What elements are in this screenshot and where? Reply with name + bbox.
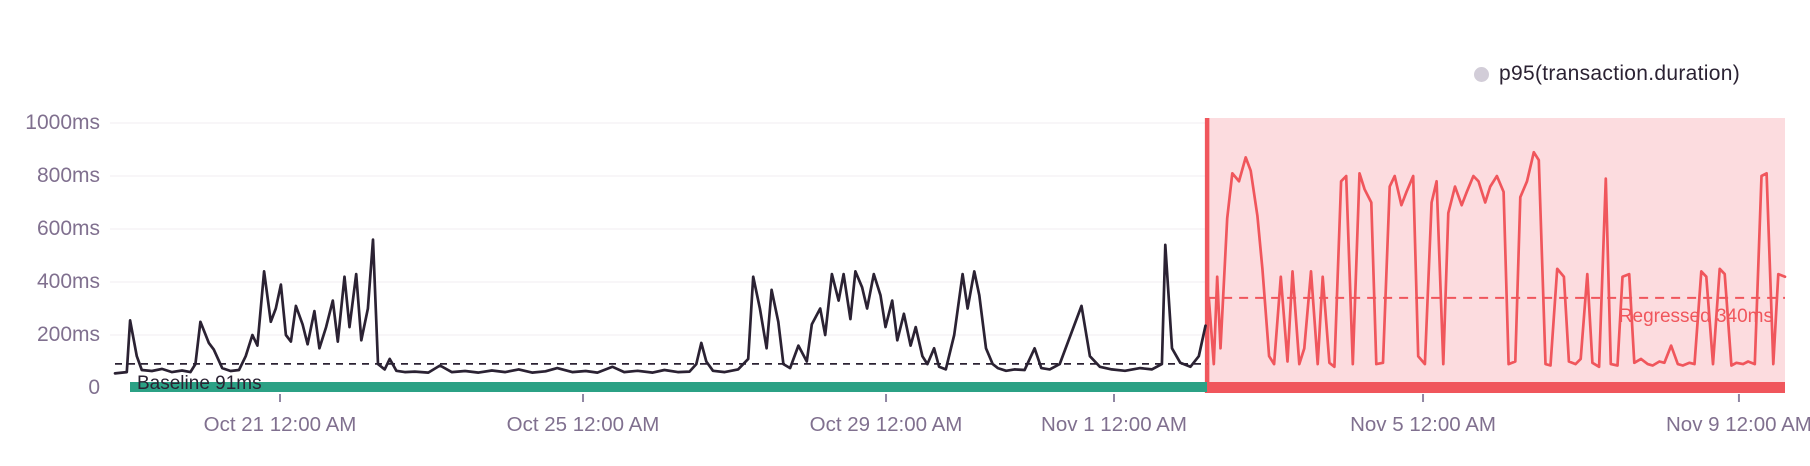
y-tick-label: 1000ms	[25, 111, 100, 134]
baseline-period-bar	[130, 382, 1208, 392]
y-tick-label: 800ms	[36, 164, 100, 187]
regression-region	[1207, 118, 1785, 393]
x-tick-label: Oct 21 12:00 AM	[203, 413, 357, 436]
baseline-value-label: Baseline 91ms	[137, 373, 262, 394]
y-tick-label: 600ms	[36, 217, 100, 240]
x-tick-label: Oct 29 12:00 AM	[809, 413, 963, 436]
y-tick-label: 200ms	[36, 323, 100, 346]
x-tick-label: Nov 5 12:00 AM	[1350, 413, 1496, 436]
x-tick-label: Oct 25 12:00 AM	[506, 413, 660, 436]
y-tick-label: 0	[88, 376, 100, 399]
x-tick-label: Nov 9 12:00 AM	[1666, 413, 1810, 436]
y-tick-label: 400ms	[36, 270, 100, 293]
x-tick-label: Nov 1 12:00 AM	[1041, 413, 1187, 436]
chart-legend[interactable]: p95(transaction.duration)	[1474, 62, 1740, 86]
regression-value-label: Regressed 340ms	[1618, 306, 1773, 327]
series-line-before	[113, 238, 1207, 375]
legend-series-label: p95(transaction.duration)	[1499, 62, 1740, 85]
legend-series-dot-icon	[1474, 66, 1490, 82]
series-line-after	[1207, 150, 1787, 369]
regression-period-bar	[1207, 382, 1785, 393]
